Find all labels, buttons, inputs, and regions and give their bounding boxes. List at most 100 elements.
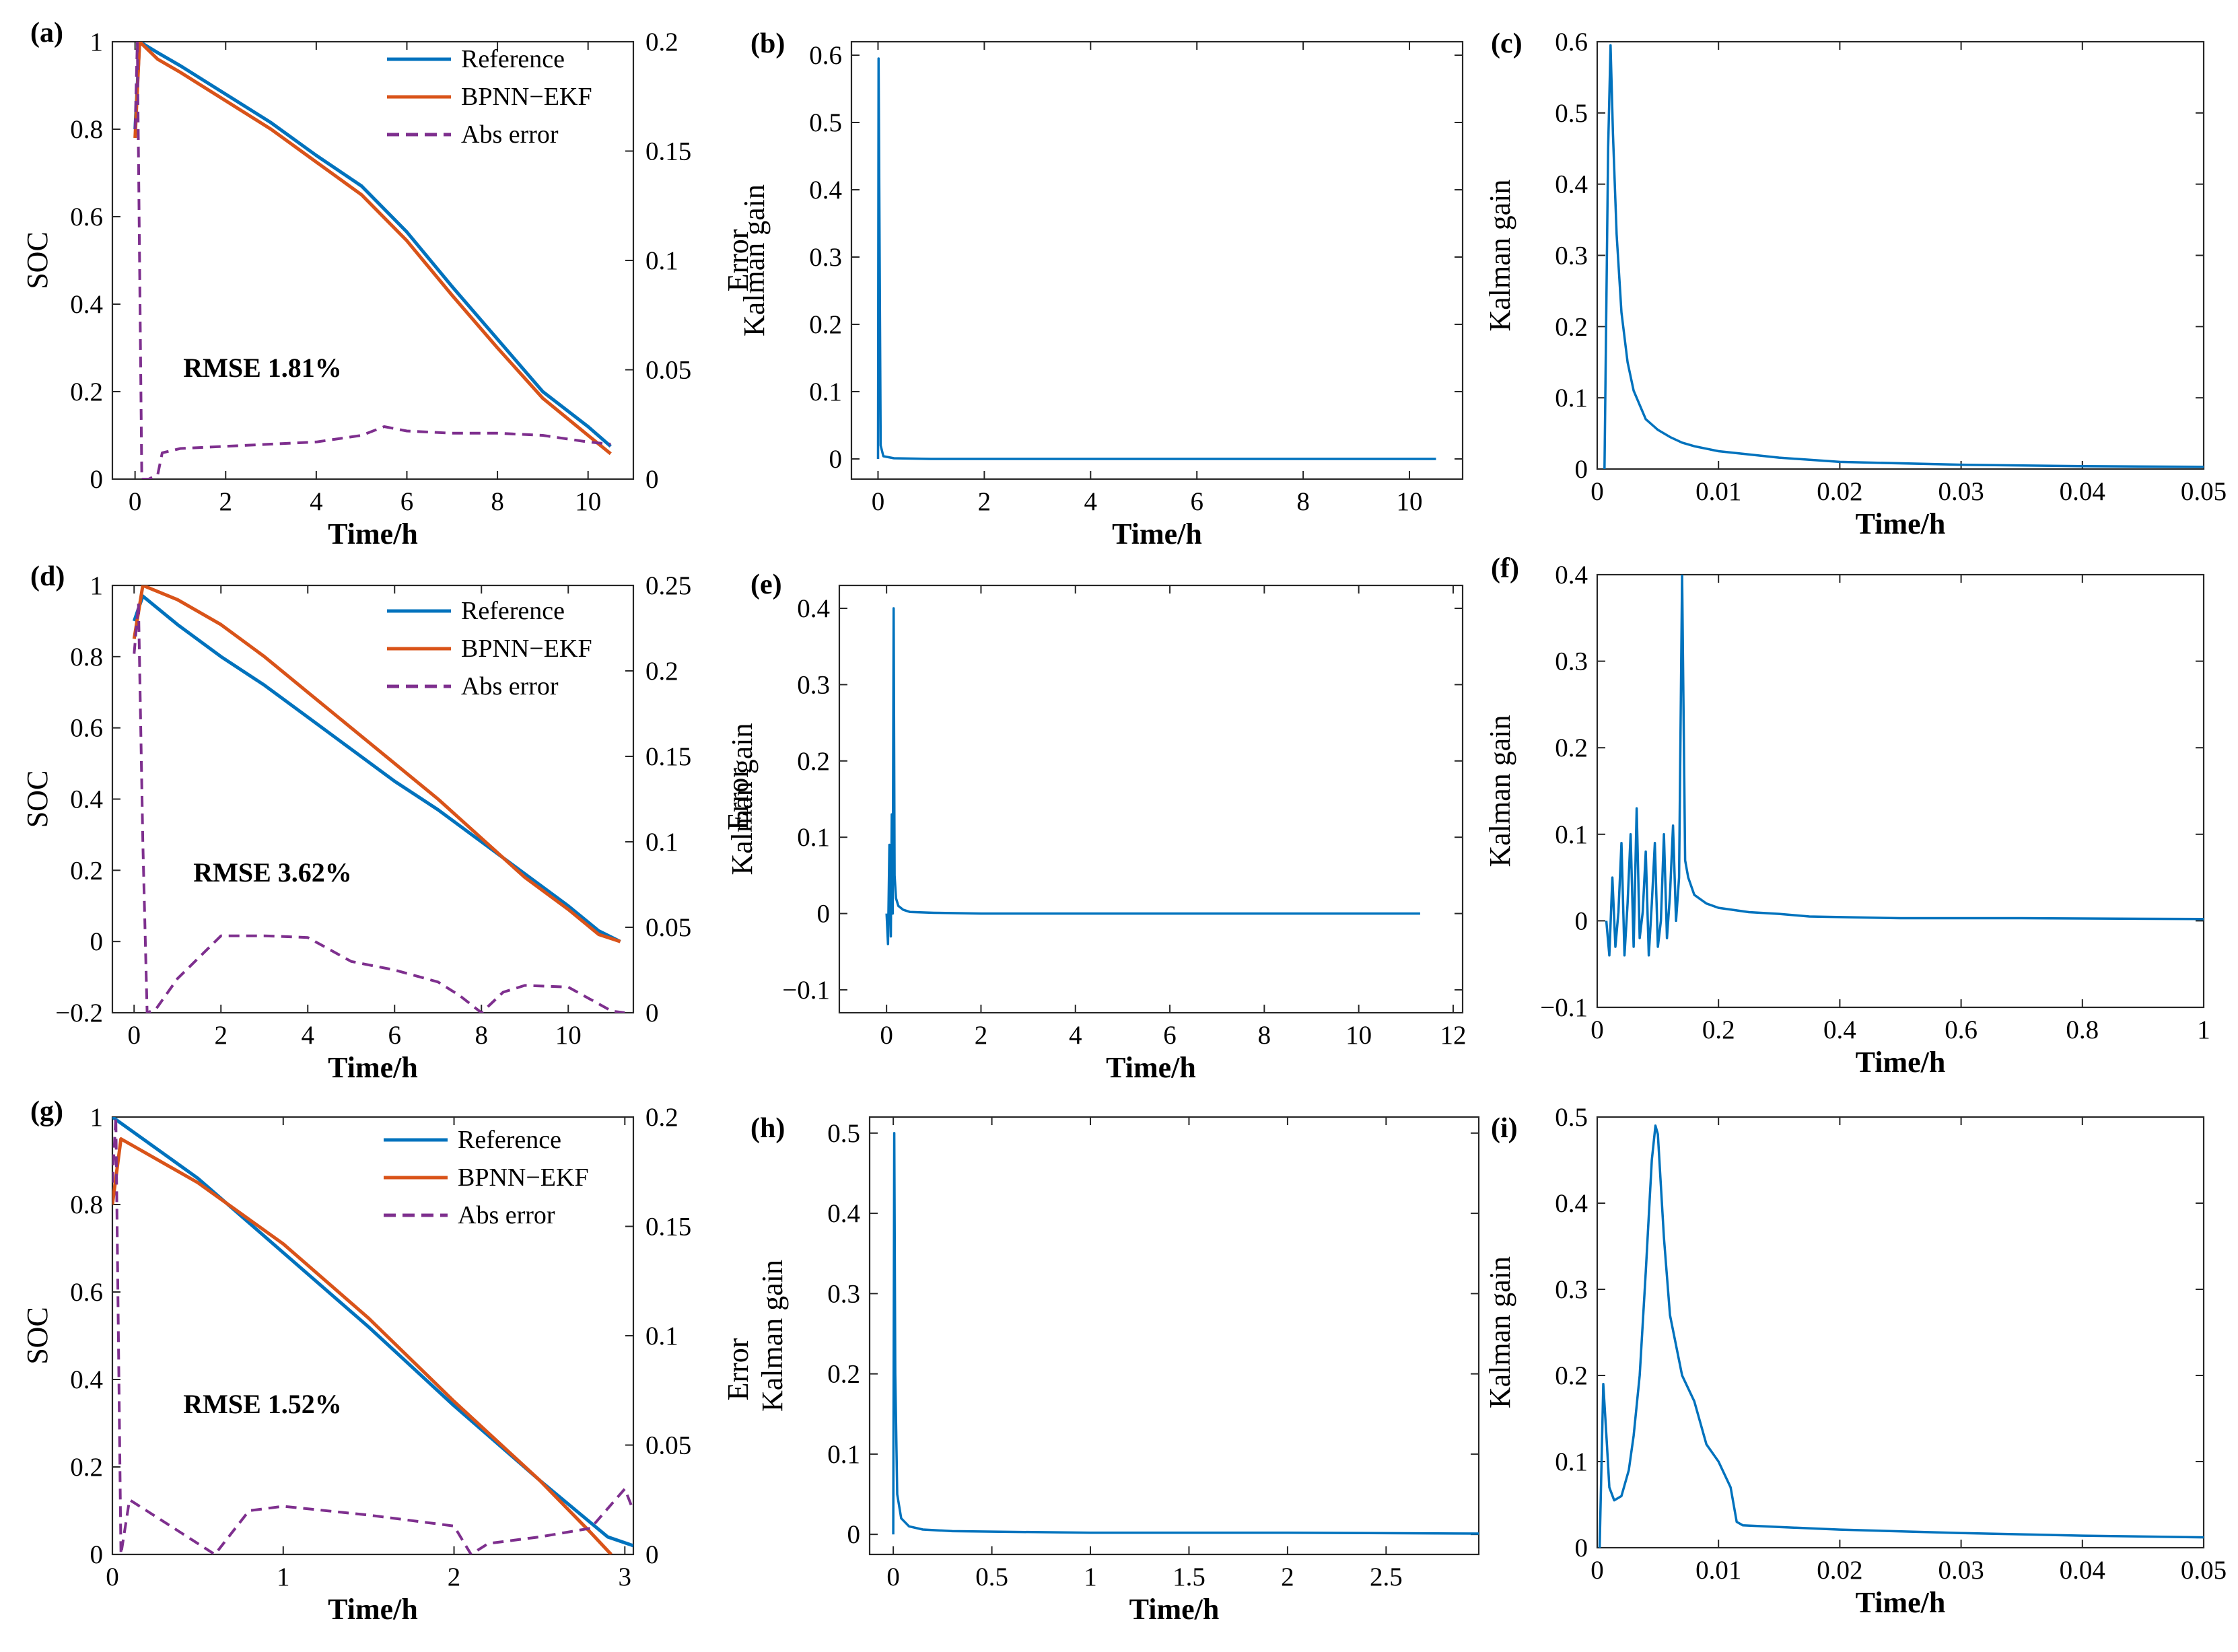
y-tick-label: 0 [817,900,831,929]
y-tick-label: 0 [90,927,104,956]
x-tick-label: 4 [1084,487,1098,516]
x-tick-label: 0 [129,487,142,516]
data-lines [885,607,1420,945]
data-lines [1598,1124,2204,1548]
x-axis-label: Time/h [328,1051,418,1084]
y2-tick-label: 0 [645,465,659,494]
y-tick-label: 0.2 [70,378,103,406]
panel-e: 0 2 4 6 8 10 12 −0.1 0 0.1 0.2 0.3 0.4 Time/h Kalman g… [726,569,1466,1084]
legend-label: BPNN−EKF [458,1163,589,1192]
x-tick-label: 4 [302,1021,315,1050]
y2-tick-label: 0.25 [645,571,691,600]
y-tick-label: 0.1 [809,378,842,406]
x-tick-label: 2.5 [1370,1563,1403,1591]
x-tick-label: 0.05 [2181,1556,2227,1585]
y-tick-label: 0.2 [70,1453,103,1482]
legend-label: Abs error [458,1201,555,1229]
y-tick-label: 0.5 [1555,1103,1588,1132]
y-tick-label: −0.2 [55,999,103,1028]
data-lines [133,42,612,479]
axes-box [868,1116,1480,1556]
series-kalman-gain [1605,575,2204,957]
x-tick-label: 0.01 [1695,477,1741,506]
axes-box [838,584,1464,1014]
x-tick-label: 12 [1440,1021,1466,1050]
x-axis-label: Time/h [328,1593,418,1626]
x-tick-label: 0.5 [975,1563,1008,1591]
x-tick-label: 10 [1397,487,1423,516]
x-tick-label: 0 [1590,1556,1604,1585]
x-tick-label: 10 [1345,1021,1372,1050]
x-tick-label: 4 [1069,1021,1082,1050]
panel-a: 0 2 4 6 8 1000.20.40.60.8100.050.10.150.2Time… [21,17,755,550]
series-bpnn-ekf [112,1137,613,1554]
panel-label: (a) [30,17,63,48]
y2-tick-label: 0.05 [645,1431,691,1460]
y-tick-label: 0.2 [1555,733,1588,762]
x-tick-label: 6 [1190,487,1203,516]
panel-b: 0 2 4 6 8 10 0 0.1 0.2 0.3 0.4 0.5 0.6 Time/h Kalman g… [738,28,1464,550]
x-tick-label: 8 [1258,1021,1271,1050]
x-tick-label: 8 [1296,487,1310,516]
y-tick-label: 0.5 [827,1119,860,1148]
y-axis-label: Kalman gain [738,184,771,336]
x-tick-label: 0.05 [2181,477,2227,506]
y2-tick-label: 0.15 [645,742,691,771]
x-tick-label: 2 [215,1021,228,1050]
y-tick-label: 0.2 [797,747,830,776]
x-tick-label: 0 [1590,477,1604,506]
x-tick-label: 0 [872,487,885,516]
x-axis-label: Time/h [1129,1593,1220,1626]
y-axis-label: Kalman gain [1483,1256,1516,1408]
y-tick-label: 0.8 [70,1190,103,1219]
y-tick-label: 0.3 [1555,242,1588,271]
x-tick-label: 0.01 [1695,1556,1741,1585]
y-tick-label: 1 [90,1103,104,1132]
axes-box [1596,40,2205,470]
x-axis-label: Time/h [1112,517,1202,550]
panel-d: 0 2 4 6 8 10−0.200.20.40.60.8100.050.10.150.2… [21,561,755,1084]
y2-tick-label: 0.15 [645,1213,691,1242]
x-tick-label: 1 [1084,1563,1097,1591]
x-tick-label: 1 [277,1563,290,1591]
y-tick-label: 0.6 [809,41,842,70]
x-tick-label: 1.5 [1173,1563,1205,1591]
x-tick-label: 8 [475,1021,489,1050]
legend-label: BPNN−EKF [461,635,592,663]
y-tick-label: 0 [1575,455,1588,484]
y2-axis-label: Error [722,229,755,291]
y-tick-label: 0.6 [70,203,103,231]
x-tick-label: 0 [880,1021,893,1050]
x-tick-label: 0 [886,1563,900,1591]
y2-tick-label: 0.2 [645,657,678,686]
series-abs-error [133,601,625,1013]
panel-f: 0 0.2 0.4 0.6 0.8 1−0.100.10.20.30.4Time/hKal… [1483,553,2210,1079]
y-tick-label: 0.6 [1555,28,1588,57]
y2-tick-label: 0.1 [645,1322,678,1351]
y-tick-label: 0.3 [797,670,830,699]
data-lines [1605,575,2204,957]
x-tick-label: 2 [1281,1563,1294,1591]
y-tick-label: 0.4 [70,290,103,319]
panel-h: 0 0.5 1 1.5 2 2.5 0 0.1 0.2 0.3 0.4 0.5 Time/h Kalman… [750,1113,1480,1626]
y-tick-label: 0.5 [1555,99,1588,128]
y2-tick-label: 0.2 [645,1103,678,1132]
y-axis-label: SOC [21,770,54,828]
axes-box [111,584,635,1014]
y-tick-label: 0.5 [809,108,842,137]
y-axis-label: Kalman gain [1483,179,1516,331]
y-axis-label: SOC [21,231,54,289]
rmse-annotation: RMSE 1.81% [183,353,342,383]
x-tick-label: 2 [448,1563,461,1591]
x-tick-label: 6 [1163,1021,1177,1050]
data-lines [892,1132,1479,1535]
panel-label: (h) [750,1113,785,1144]
y-axis-label: Kalman gain [756,1260,789,1412]
x-tick-label: 0.6 [1945,1015,1978,1044]
y2-tick-label: 0.1 [645,246,678,275]
data-lines [876,57,1436,460]
y2-tick-label: 0.1 [645,828,678,857]
panel-label: (e) [750,569,782,600]
x-tick-label: 2 [219,487,233,516]
y-tick-label: 0.3 [1555,647,1588,676]
